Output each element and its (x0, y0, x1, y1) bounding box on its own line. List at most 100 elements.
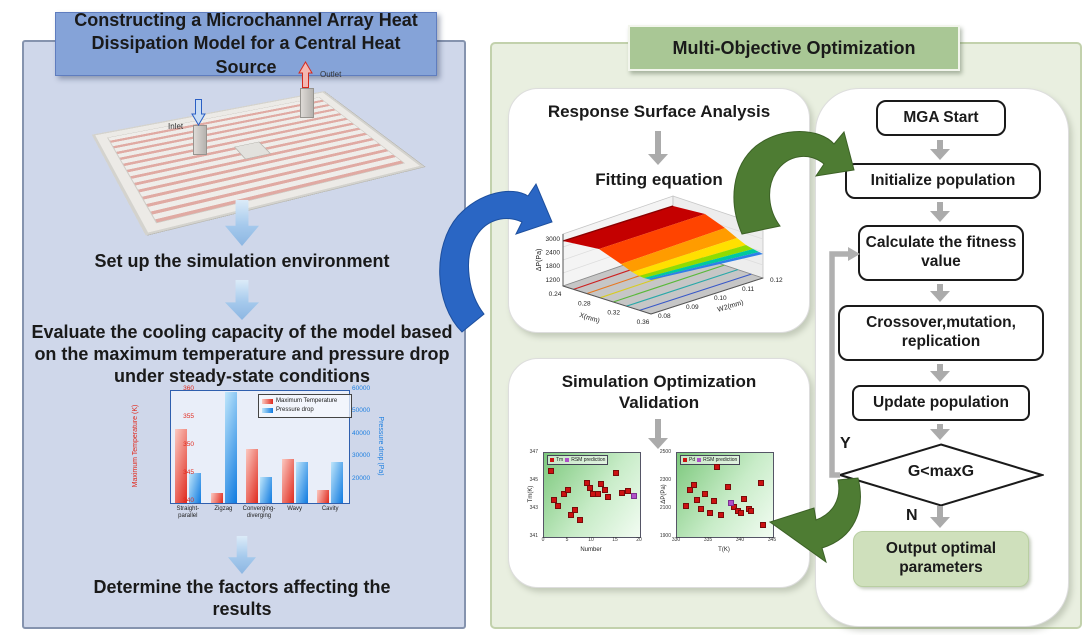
pressure-drop-bar (295, 461, 308, 503)
data-point (718, 512, 725, 519)
scatter-x-ticks: 0 5 10 15 20 (541, 537, 642, 546)
category-label: Straight-parallel (176, 506, 200, 519)
node-crossover-mutation: Crossover,mutation, replication (838, 305, 1044, 361)
y-tick: 0.12 (770, 277, 783, 284)
data-point (738, 509, 745, 516)
step-evaluate-text: Evaluate the cooling capacity of the mod… (31, 322, 453, 386)
category-label: Cavity (321, 506, 339, 512)
data-point (624, 488, 631, 494)
y-tick: 1900 (659, 533, 671, 539)
step-setup-text: Set up the simulation environment (94, 251, 390, 271)
y-tick: 0.09 (686, 304, 699, 311)
y-tick: 343 (529, 505, 538, 511)
data-point (587, 484, 594, 491)
legend-label: Maximum Temperature (276, 398, 338, 404)
right-axis-tick: 60000 (352, 385, 371, 392)
data-point (571, 507, 578, 514)
decision-diamond (838, 443, 1044, 507)
y-tick: 2500 (659, 449, 671, 455)
y-tick: 2100 (659, 505, 671, 511)
node-mga-start: MGA Start (876, 100, 1006, 136)
data-point (565, 487, 571, 494)
data-point (567, 511, 574, 518)
right-axis-tick: 20000 (352, 474, 371, 482)
outlet-label: Outlet (320, 70, 342, 79)
data-point (760, 521, 767, 528)
right-panel-title: Multi-Objective Optimization (628, 25, 960, 71)
data-point (594, 490, 601, 497)
inlet-arrow-down-icon (191, 99, 206, 126)
curved-arrow-green-top-icon (733, 130, 855, 235)
model-perspective (85, 78, 425, 236)
data-point (724, 483, 731, 490)
node-calculate-fitness: Calculate the fitness value (858, 225, 1024, 281)
bar-chart-legend: Maximum Temperature Pressure drop (258, 394, 352, 418)
channel-comparison-bar-chart: 340 345 350 355 360 20000 30000 40000 50000 6000… (130, 385, 384, 546)
data-point (576, 516, 583, 523)
max-temperature-bar (281, 459, 294, 503)
arrow-down-icon (930, 506, 950, 528)
legend-entry: Pressure drop (262, 406, 348, 415)
data-point (547, 467, 554, 474)
max-temperature-bar (175, 429, 187, 503)
arrow-down-icon (648, 419, 668, 449)
scatter-y-ticks: 1900 2100 2300 2500 (656, 449, 673, 539)
right-axis-title: Pressure drop (Pa) (377, 416, 384, 476)
y-tick: 0.11 (742, 286, 755, 293)
curved-arrow-blue-icon (439, 182, 553, 333)
yes-label: Y (840, 435, 851, 452)
x-tick: 335 (703, 537, 713, 543)
legend-swatch-violet (565, 458, 570, 462)
data-point (561, 491, 568, 498)
arrow-down-icon (648, 131, 668, 165)
data-point (691, 482, 698, 489)
scatter-x-axis-label: Number (580, 547, 602, 553)
data-point (748, 508, 754, 515)
x-tick: 345 (767, 537, 777, 543)
z-tick: 1800 (546, 263, 561, 270)
y-tick: 347 (529, 449, 538, 455)
node-update-population: Update population (852, 385, 1030, 421)
z-tick: 3000 (546, 236, 561, 243)
microchannel-channels (107, 97, 406, 224)
validation-scatter-left: Tm RSM prediction 0 5 10 15 20 341 343 345 347 … (523, 447, 645, 565)
left-axis-tick: 350 (183, 441, 194, 448)
data-point (605, 493, 612, 500)
right-axis-tick: 50000 (352, 407, 371, 415)
data-point (618, 489, 625, 496)
bar-chart-category-labels: Straight-parallel Zigzag Converging-diverg… (170, 506, 348, 528)
x-tick: 5 (565, 537, 569, 543)
scatter-x-ticks: 330 335 340 345 (672, 537, 776, 546)
scatter-legend: Tm RSM prediction (547, 455, 609, 465)
bar-chart-right-ticks: 20000 30000 40000 50000 60000 (352, 385, 382, 502)
microchannel-model-illustration: Inlet Outlet (70, 61, 425, 236)
data-point (613, 470, 619, 477)
data-point (550, 497, 557, 504)
legend-label: Tm (556, 457, 564, 463)
legend-label: RSM prediction (703, 457, 738, 463)
outlet-post (300, 88, 314, 118)
x-tick: 0 (541, 537, 545, 543)
scatter-y-axis-label: Tm(K) (528, 485, 534, 503)
data-point (597, 481, 604, 488)
pressure-drop-bar (224, 392, 237, 503)
right-axis-tick: 40000 (352, 429, 371, 437)
response-surface-box: Response Surface Analysis Fitting equati… (508, 88, 810, 333)
z-tick: 2400 (546, 250, 561, 257)
validation-scatter-right: Pd RSM prediction 330 335 340 345 1900 2100 2… (656, 447, 778, 565)
y-tick: 341 (529, 533, 538, 539)
x-tick: 15 (612, 537, 618, 543)
legend-swatch-violet (697, 458, 702, 462)
data-point (554, 503, 561, 510)
left-axis-tick: 340 (183, 497, 194, 504)
z-tick: 1200 (546, 277, 561, 284)
curved-arrow-green-bottom-icon (768, 477, 861, 564)
left-axis-tick: 360 (183, 385, 194, 392)
inlet-post (193, 125, 207, 155)
legend-swatch-red (262, 399, 273, 404)
max-temperature-bar (246, 449, 259, 503)
data-point (757, 479, 764, 486)
x-tick: 340 (735, 537, 745, 543)
data-point (686, 487, 693, 494)
